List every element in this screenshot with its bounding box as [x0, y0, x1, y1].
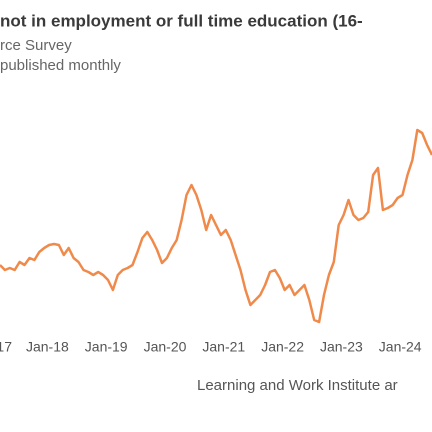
x-tick-label: Jan-23 — [320, 339, 363, 355]
x-tick-label: 17 — [0, 339, 12, 355]
data-line — [0, 128, 432, 324]
x-tick-label: Jan-20 — [144, 339, 187, 355]
chart-subtitle: rce Survey — [0, 37, 72, 54]
chart-subtitle: published monthly — [0, 57, 121, 74]
source-note: Learning and Work Institute ar — [197, 377, 398, 394]
x-tick-label: Jan-19 — [85, 339, 128, 355]
x-tick-label: Jan-24 — [379, 339, 422, 355]
x-tick-label: Jan-21 — [202, 339, 245, 355]
chart-title: not in employment or full time education… — [0, 11, 363, 30]
x-tick-label: Jan-22 — [261, 339, 304, 355]
x-tick-label: Jan-18 — [26, 339, 69, 355]
